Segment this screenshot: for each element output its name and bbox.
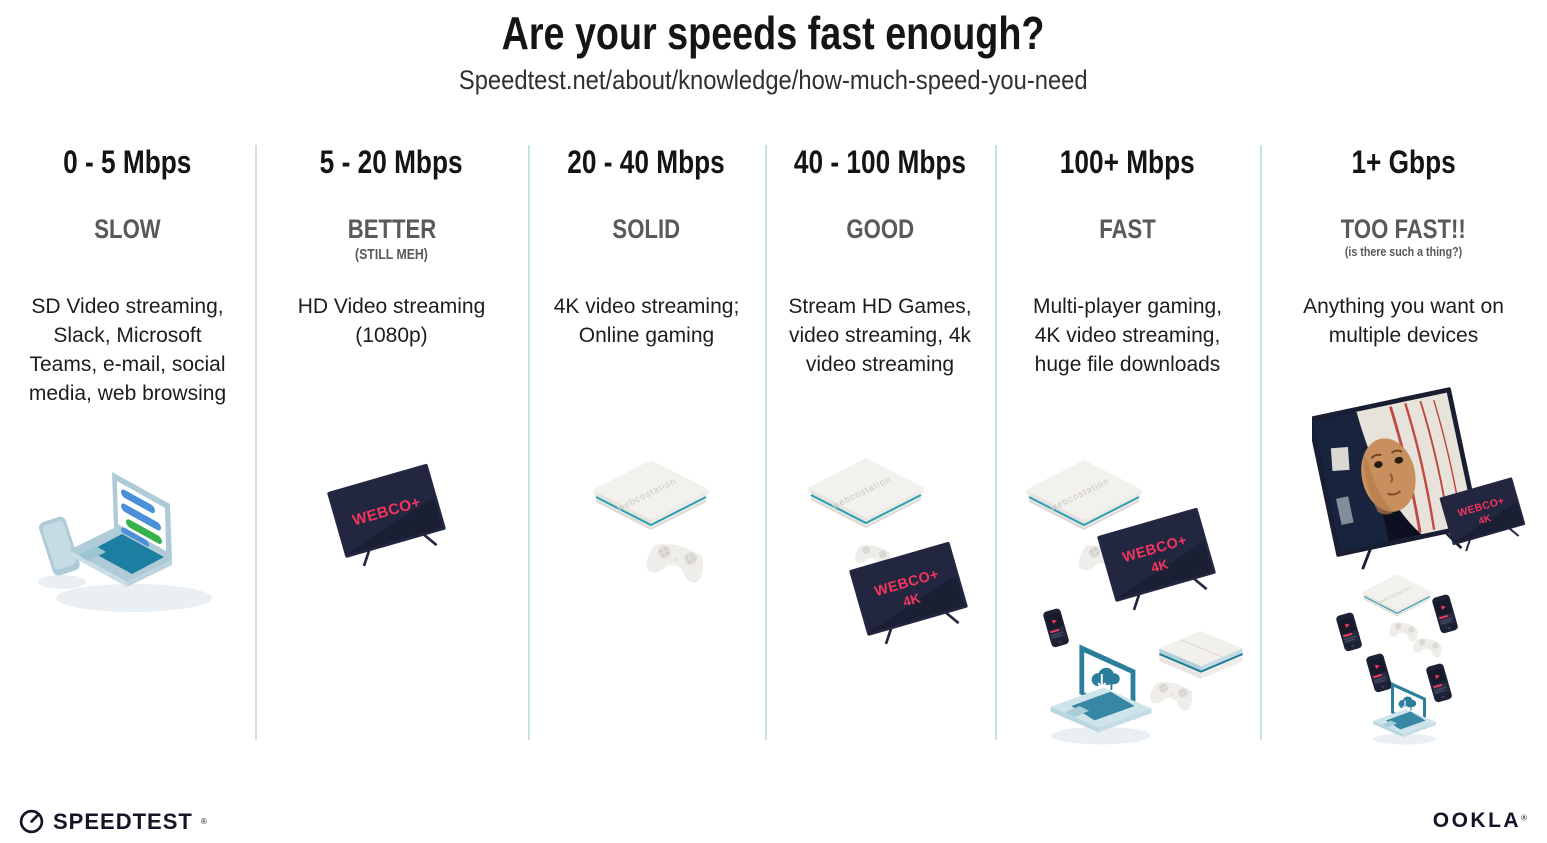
illustration-20-40: [528, 452, 765, 585]
smartphone-video-icon: [1336, 611, 1363, 653]
webcostation-console-icon: [596, 464, 706, 530]
laptop-cloud-download-icon: [1372, 681, 1437, 746]
column-divider: [995, 145, 997, 740]
speed-rating: SLOW: [94, 214, 161, 244]
speed-column-20-40-mbps: 20 - 40 Mbps SOLID 4K video streaming; O…: [528, 140, 765, 843]
speedtest-wordmark: SPEEDTEST: [53, 808, 193, 834]
column-divider: [255, 145, 257, 740]
page-title: Are your speeds fast enough?: [502, 7, 1045, 59]
speed-description: SD Video streaming, Slack, Microsoft Tea…: [28, 295, 227, 405]
speed-column-1plus-gbps: 1+ Gbps TOO FAST!! (is there such a thin…: [1260, 140, 1547, 843]
speedtest-trademark: ®: [200, 817, 207, 826]
speed-description: HD Video streaming (1080p): [297, 295, 486, 347]
webcostation-console-icon: [1364, 577, 1430, 616]
speed-rating: TOO FAST!!: [1340, 214, 1467, 244]
game-controller-icon: [644, 539, 708, 585]
illustration-40-100: [765, 450, 973, 648]
webco-smart-tv-icon: [325, 462, 451, 570]
smartphone-video-icon: [1426, 662, 1453, 704]
speed-range: 20 - 40 Mbps: [567, 144, 726, 180]
column-divider: [765, 145, 767, 740]
webcostation-console-icon: [1029, 464, 1139, 530]
large-4k-movie-tv-icon: [1312, 385, 1474, 574]
speed-column-5-20-mbps: 5 - 20 Mbps BETTER (STILL MEH) HD Video …: [255, 140, 528, 843]
laptop-cloud-download-icon: [1049, 643, 1153, 746]
header: Are your speeds fast enough? Speedtest.n…: [0, 8, 1547, 96]
speed-description: Multi-player gaming, 4K video streaming,…: [1032, 295, 1223, 376]
page-subtitle-url: Speedtest.net/about/knowledge/how-much-s…: [459, 64, 1088, 95]
illustration-1plus-gbps: [1312, 385, 1529, 746]
speedtest-gauge-icon: [19, 809, 44, 834]
ookla-logo: OOKLA®: [1433, 809, 1527, 833]
column-divider: [1260, 145, 1262, 740]
smartphone-video-icon: [1432, 593, 1459, 635]
speed-rating-note: (is there such a thing?): [1344, 244, 1463, 259]
speed-rating-note: (STILL MEH): [355, 246, 428, 263]
speed-column-100plus-mbps: 100+ Mbps FAST Multi-player gaming, 4K v…: [995, 140, 1260, 843]
speed-description: Anything you want on multiple devices: [1303, 295, 1504, 347]
smartphone-video-icon: [1043, 607, 1070, 649]
game-controller-icon: [1412, 635, 1444, 659]
speedtest-logo: SPEEDTEST ®: [18, 808, 207, 835]
game-controller-icon: [1148, 678, 1196, 712]
speed-description: 4K video streaming; Online gaming: [553, 295, 740, 347]
webcostation-console-icon: [811, 462, 921, 528]
speed-rating: SOLID: [612, 214, 681, 244]
speed-range: 0 - 5 Mbps: [63, 144, 192, 180]
speed-range: 5 - 20 Mbps: [320, 144, 463, 180]
speed-rating: BETTER: [347, 214, 436, 244]
ookla-trademark: ®: [1521, 813, 1527, 823]
illustration-0-5: [37, 472, 212, 612]
speed-range: 1+ Gbps: [1351, 144, 1456, 180]
speed-range: 40 - 100 Mbps: [793, 144, 967, 180]
illustration-100plus: [995, 448, 1244, 746]
speed-rating: GOOD: [846, 214, 914, 244]
speed-rating: FAST: [1099, 214, 1156, 244]
smartphone-video-icon: [1366, 652, 1393, 694]
illustration-5-20: [325, 462, 451, 570]
speed-description: Stream HD Games, video streaming, 4k vid…: [788, 295, 972, 376]
game-controller-icon: [1388, 619, 1420, 643]
ookla-wordmark: OOKLA: [1432, 809, 1522, 832]
column-divider: [528, 145, 530, 740]
webco-4k-tv-icon: [1095, 506, 1221, 614]
speed-column-40-100-mbps: 40 - 100 Mbps GOOD Stream HD Games, vide…: [765, 140, 995, 843]
laptop-with-chat-screen-icon: [37, 472, 212, 612]
game-console-icon: [1158, 629, 1244, 680]
speed-range: 100+ Mbps: [1060, 144, 1195, 180]
speed-column-0-5-mbps: 0 - 5 Mbps SLOW SD Video streaming, Slac…: [0, 140, 255, 843]
